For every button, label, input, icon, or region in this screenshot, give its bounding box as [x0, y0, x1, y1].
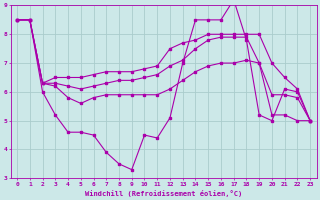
X-axis label: Windchill (Refroidissement éolien,°C): Windchill (Refroidissement éolien,°C) [85, 190, 242, 197]
